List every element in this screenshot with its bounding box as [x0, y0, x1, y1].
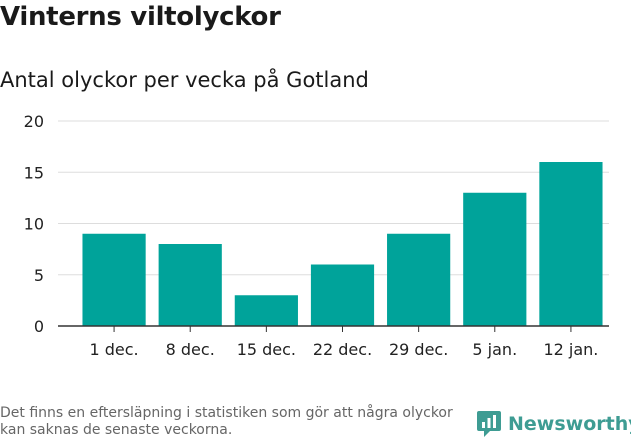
bar: [387, 233, 451, 326]
bar-chart: 0 5 10 15 20 1 dec. 8 dec. 15 dec. 22 dec. 29 dec…: [24, 112, 609, 359]
brand-logo: Newsworthy: [476, 410, 631, 438]
bar: [82, 233, 146, 326]
brand-name: Newsworthy: [508, 413, 631, 435]
x-tick-label: 22 dec.: [313, 340, 372, 359]
bar: [158, 244, 222, 326]
x-tick-label: 5 jan.: [472, 340, 517, 359]
x-tick-label: 8 dec.: [166, 340, 215, 359]
y-tick-label: 10: [24, 215, 44, 234]
bar: [463, 192, 527, 326]
bar-chart-speech-bubble-icon: [477, 411, 501, 437]
bar: [234, 295, 298, 326]
y-tick-label: 5: [34, 266, 44, 285]
x-tick-label: 12 jan.: [543, 340, 598, 359]
y-tick-label: 20: [24, 112, 44, 131]
x-tick-label: 1 dec.: [89, 340, 138, 359]
bar: [539, 162, 603, 326]
y-tick-label: 15: [24, 163, 44, 182]
x-tick-label: 29 dec.: [389, 340, 448, 359]
bar: [310, 264, 375, 326]
y-tick-label: 0: [34, 317, 44, 336]
chart-subtitle: Antal olyckor per vecka på Gotland: [0, 68, 369, 92]
x-tick-label: 15 dec.: [237, 340, 296, 359]
chart-title: Vinterns viltolyckor: [0, 2, 281, 32]
footnote: Det finns en eftersläpning i statistiken…: [0, 405, 453, 438]
